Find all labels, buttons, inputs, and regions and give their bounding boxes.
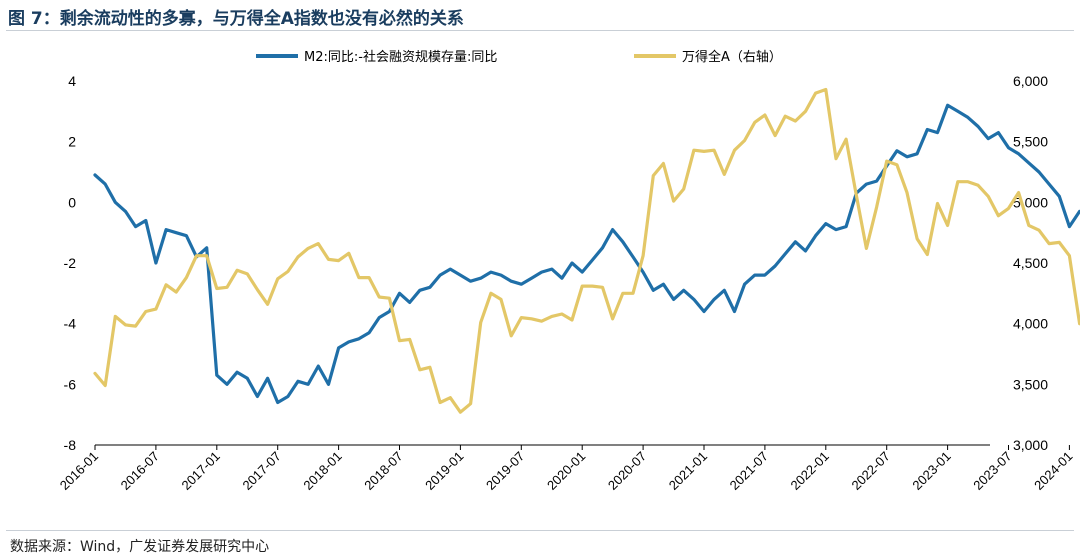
footer-divider: [6, 530, 1074, 531]
legend: M2:同比:-社会融资规模存量:同比 万得全A（右轴）: [256, 49, 782, 65]
x-tick-label: 2024-01: [1031, 449, 1075, 493]
left-tick-label: -6: [64, 376, 77, 392]
series-line-wind-all-a: [93, 87, 1080, 414]
series-line-m2-minus-tsf: [93, 103, 1080, 405]
left-tick-label: -2: [64, 255, 77, 271]
right-tick-label: 3,500: [1013, 376, 1048, 392]
right-tick-label: 5,500: [1013, 134, 1048, 150]
x-tick-label: 2019-07: [483, 449, 527, 493]
x-tick-label: 2019-01: [422, 449, 466, 493]
x-tick-label: 2017-07: [239, 449, 283, 493]
figure-title: 图 7：剩余流动性的多寡，与万得全A指数也没有必然的关系: [8, 9, 464, 29]
x-tick-label: 2023-07: [970, 449, 1014, 493]
title-divider: [6, 30, 1074, 31]
left-axis: 4 2 0 -2 -4 -6 -8: [64, 73, 77, 453]
x-tick-label: 2021-01: [666, 449, 710, 493]
x-tick-label: 2022-01: [788, 449, 832, 493]
x-tick-label: 2016-07: [118, 449, 162, 493]
left-tick-label: -4: [64, 316, 77, 332]
left-tick-label: 0: [68, 194, 76, 210]
x-tick-label: 2016-01: [57, 449, 101, 493]
left-tick-label: 4: [68, 73, 76, 89]
right-tick-label: 3,000: [1013, 437, 1048, 453]
left-tick-label: 2: [68, 134, 76, 150]
x-tick-label: 2017-01: [179, 449, 223, 493]
right-tick-label: 4,500: [1013, 255, 1048, 271]
x-tick-label: 2020-01: [544, 449, 588, 493]
right-tick-label: 6,000: [1013, 73, 1048, 89]
x-axis: 2016-01 2016-07 2017-01 2017-07 2018-01 2018-…: [57, 445, 1076, 493]
x-tick-label: 2022-07: [848, 449, 892, 493]
left-tick-label: -8: [64, 437, 77, 453]
x-tick-label: 2023-01: [909, 449, 953, 493]
x-tick-label: 2020-07: [605, 449, 649, 493]
x-tick-label: 2018-07: [361, 449, 405, 493]
chart-svg: M2:同比:-社会融资规模存量:同比 万得全A（右轴） 420-2-4-6-8 …: [57, 49, 1080, 493]
legend-label-m2: M2:同比:-社会融资规模存量:同比: [304, 49, 497, 65]
series-layer: [93, 87, 1080, 414]
x-tick-label: 2018-01: [300, 449, 344, 493]
x-tick-label: 2021-07: [727, 449, 771, 493]
source-note: 数据来源：Wind，广发证券发展研究中心: [10, 539, 270, 555]
right-tick-label: 4,000: [1013, 316, 1048, 332]
legend-label-wind-a: 万得全A（右轴）: [682, 49, 782, 65]
